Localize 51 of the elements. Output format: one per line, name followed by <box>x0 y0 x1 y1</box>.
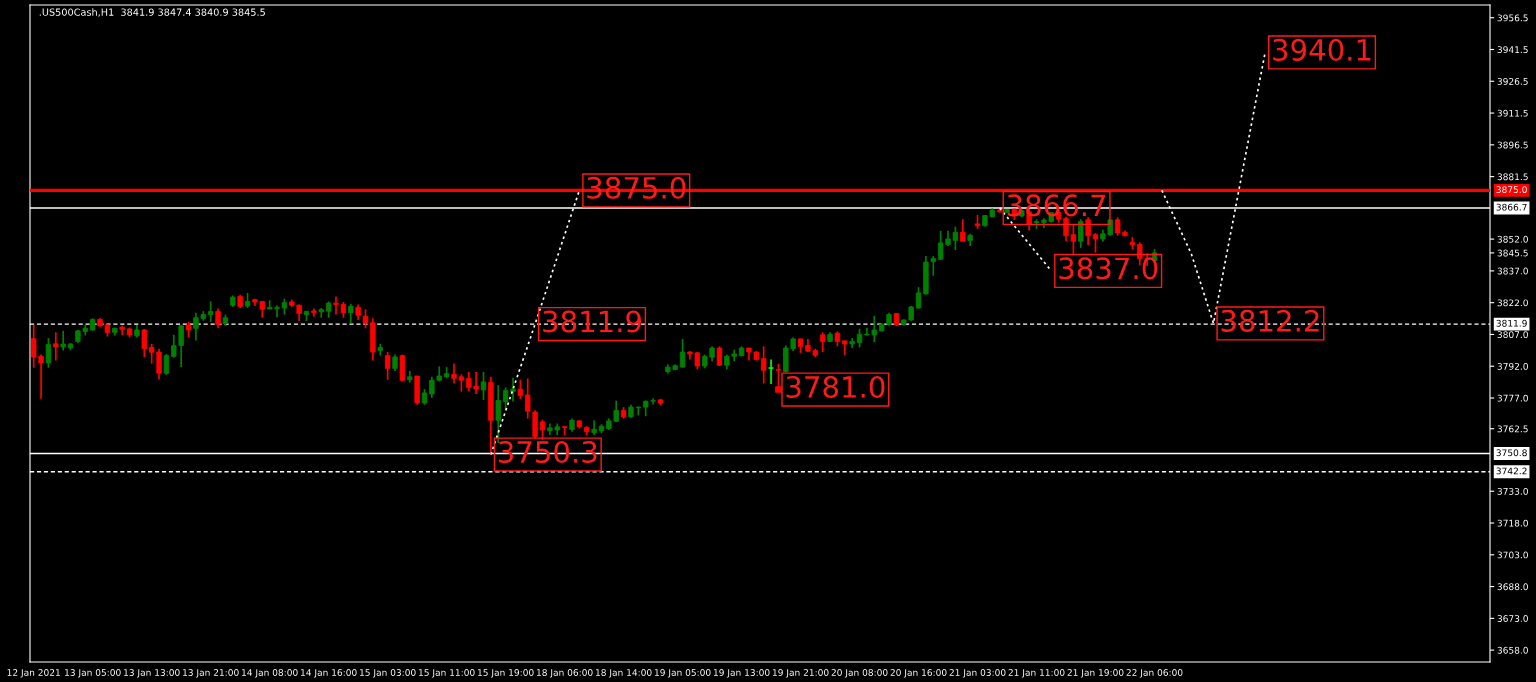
y-tick-label: 3718.0 <box>1497 519 1528 527</box>
data-label: 3837.0 <box>1059 257 1158 280</box>
y-tick-label: 3852.0 <box>1497 235 1528 243</box>
ref-line-label: 3750.8 <box>1496 449 1527 457</box>
x-tick-label: 19 Jan 05:00 <box>654 669 711 678</box>
x-tick-label: 19 Jan 13:00 <box>713 669 770 678</box>
y-tick-label: 3733.0 <box>1497 487 1528 495</box>
x-tick-label: 21 Jan 03:00 <box>949 669 1006 678</box>
x-tick-label: 15 Jan 11:00 <box>419 669 475 678</box>
x-tick-label: 21 Jan 19:00 <box>1067 669 1124 678</box>
y-tick-label: 3822.0 <box>1497 299 1528 307</box>
x-tick-label: 18 Jan 06:00 <box>537 669 593 678</box>
y-tick-label: 3941.5 <box>1497 46 1528 54</box>
ref-line-label: 3866.7 <box>1496 203 1527 211</box>
y-tick-label: 3703.0 <box>1497 551 1528 559</box>
y-tick-label: 3956.5 <box>1497 14 1528 22</box>
x-tick-label: 13 Jan 05:00 <box>65 669 121 678</box>
x-tick-label: 13 Jan 13:00 <box>124 669 180 678</box>
x-tick-label: 21 Jan 11:00 <box>1008 669 1065 678</box>
x-tick-label: 15 Jan 03:00 <box>360 669 416 678</box>
chart-title: .US500Cash,H1 3841.9 3847.4 3840.9 3845.5 <box>39 8 265 17</box>
y-tick-label: 3807.0 <box>1497 331 1528 339</box>
y-tick-label: 3926.5 <box>1497 78 1528 85</box>
annotation: 3811.9 <box>543 310 641 333</box>
x-tick-label: 19 Jan 21:00 <box>772 669 829 678</box>
y-tick-label: 3792.0 <box>1497 362 1528 370</box>
y-tick-label: 3777.0 <box>1497 394 1528 402</box>
x-tick-label: 13 Jan 21:00 <box>183 669 239 678</box>
y-tick-label: 3688.0 <box>1497 583 1528 591</box>
data-label: 3940.1 <box>1273 38 1371 61</box>
x-tick-label: 15 Jan 19:00 <box>478 669 534 678</box>
y-tick-label: 3837.0 <box>1497 267 1528 275</box>
annotation: 3812.2 <box>1221 309 1319 332</box>
y-tick-label: 3673.0 <box>1497 615 1528 622</box>
ref-line-label: 3742.2 <box>1496 467 1527 475</box>
x-tick-label: 12 Jan 2021 <box>7 669 60 678</box>
x-tick-label: 14 Jan 08:00 <box>242 669 298 678</box>
y-tick-label: 3911.5 <box>1497 109 1528 117</box>
y-tick-label: 3881.5 <box>1497 173 1528 181</box>
x-tick-label: 22 Jan 06:00 <box>1126 669 1183 678</box>
data-label: 3781.0 <box>786 375 885 398</box>
ref-line-label: 3811.9 <box>1496 319 1527 327</box>
x-tick-label: 20 Jan 16:00 <box>890 669 947 678</box>
y-tick-label: 3658.0 <box>1497 646 1528 654</box>
y-tick-label: 3762.5 <box>1497 425 1528 433</box>
x-tick-label: 18 Jan 14:00 <box>596 669 652 678</box>
ref-line-label: 3875.0 <box>1496 186 1527 193</box>
x-tick-label: 20 Jan 08:00 <box>831 669 888 678</box>
x-tick-label: 14 Jan 16:00 <box>301 669 357 678</box>
y-tick-label: 3896.5 <box>1497 141 1528 149</box>
y-tick-label: 3845.5 <box>1497 249 1528 257</box>
